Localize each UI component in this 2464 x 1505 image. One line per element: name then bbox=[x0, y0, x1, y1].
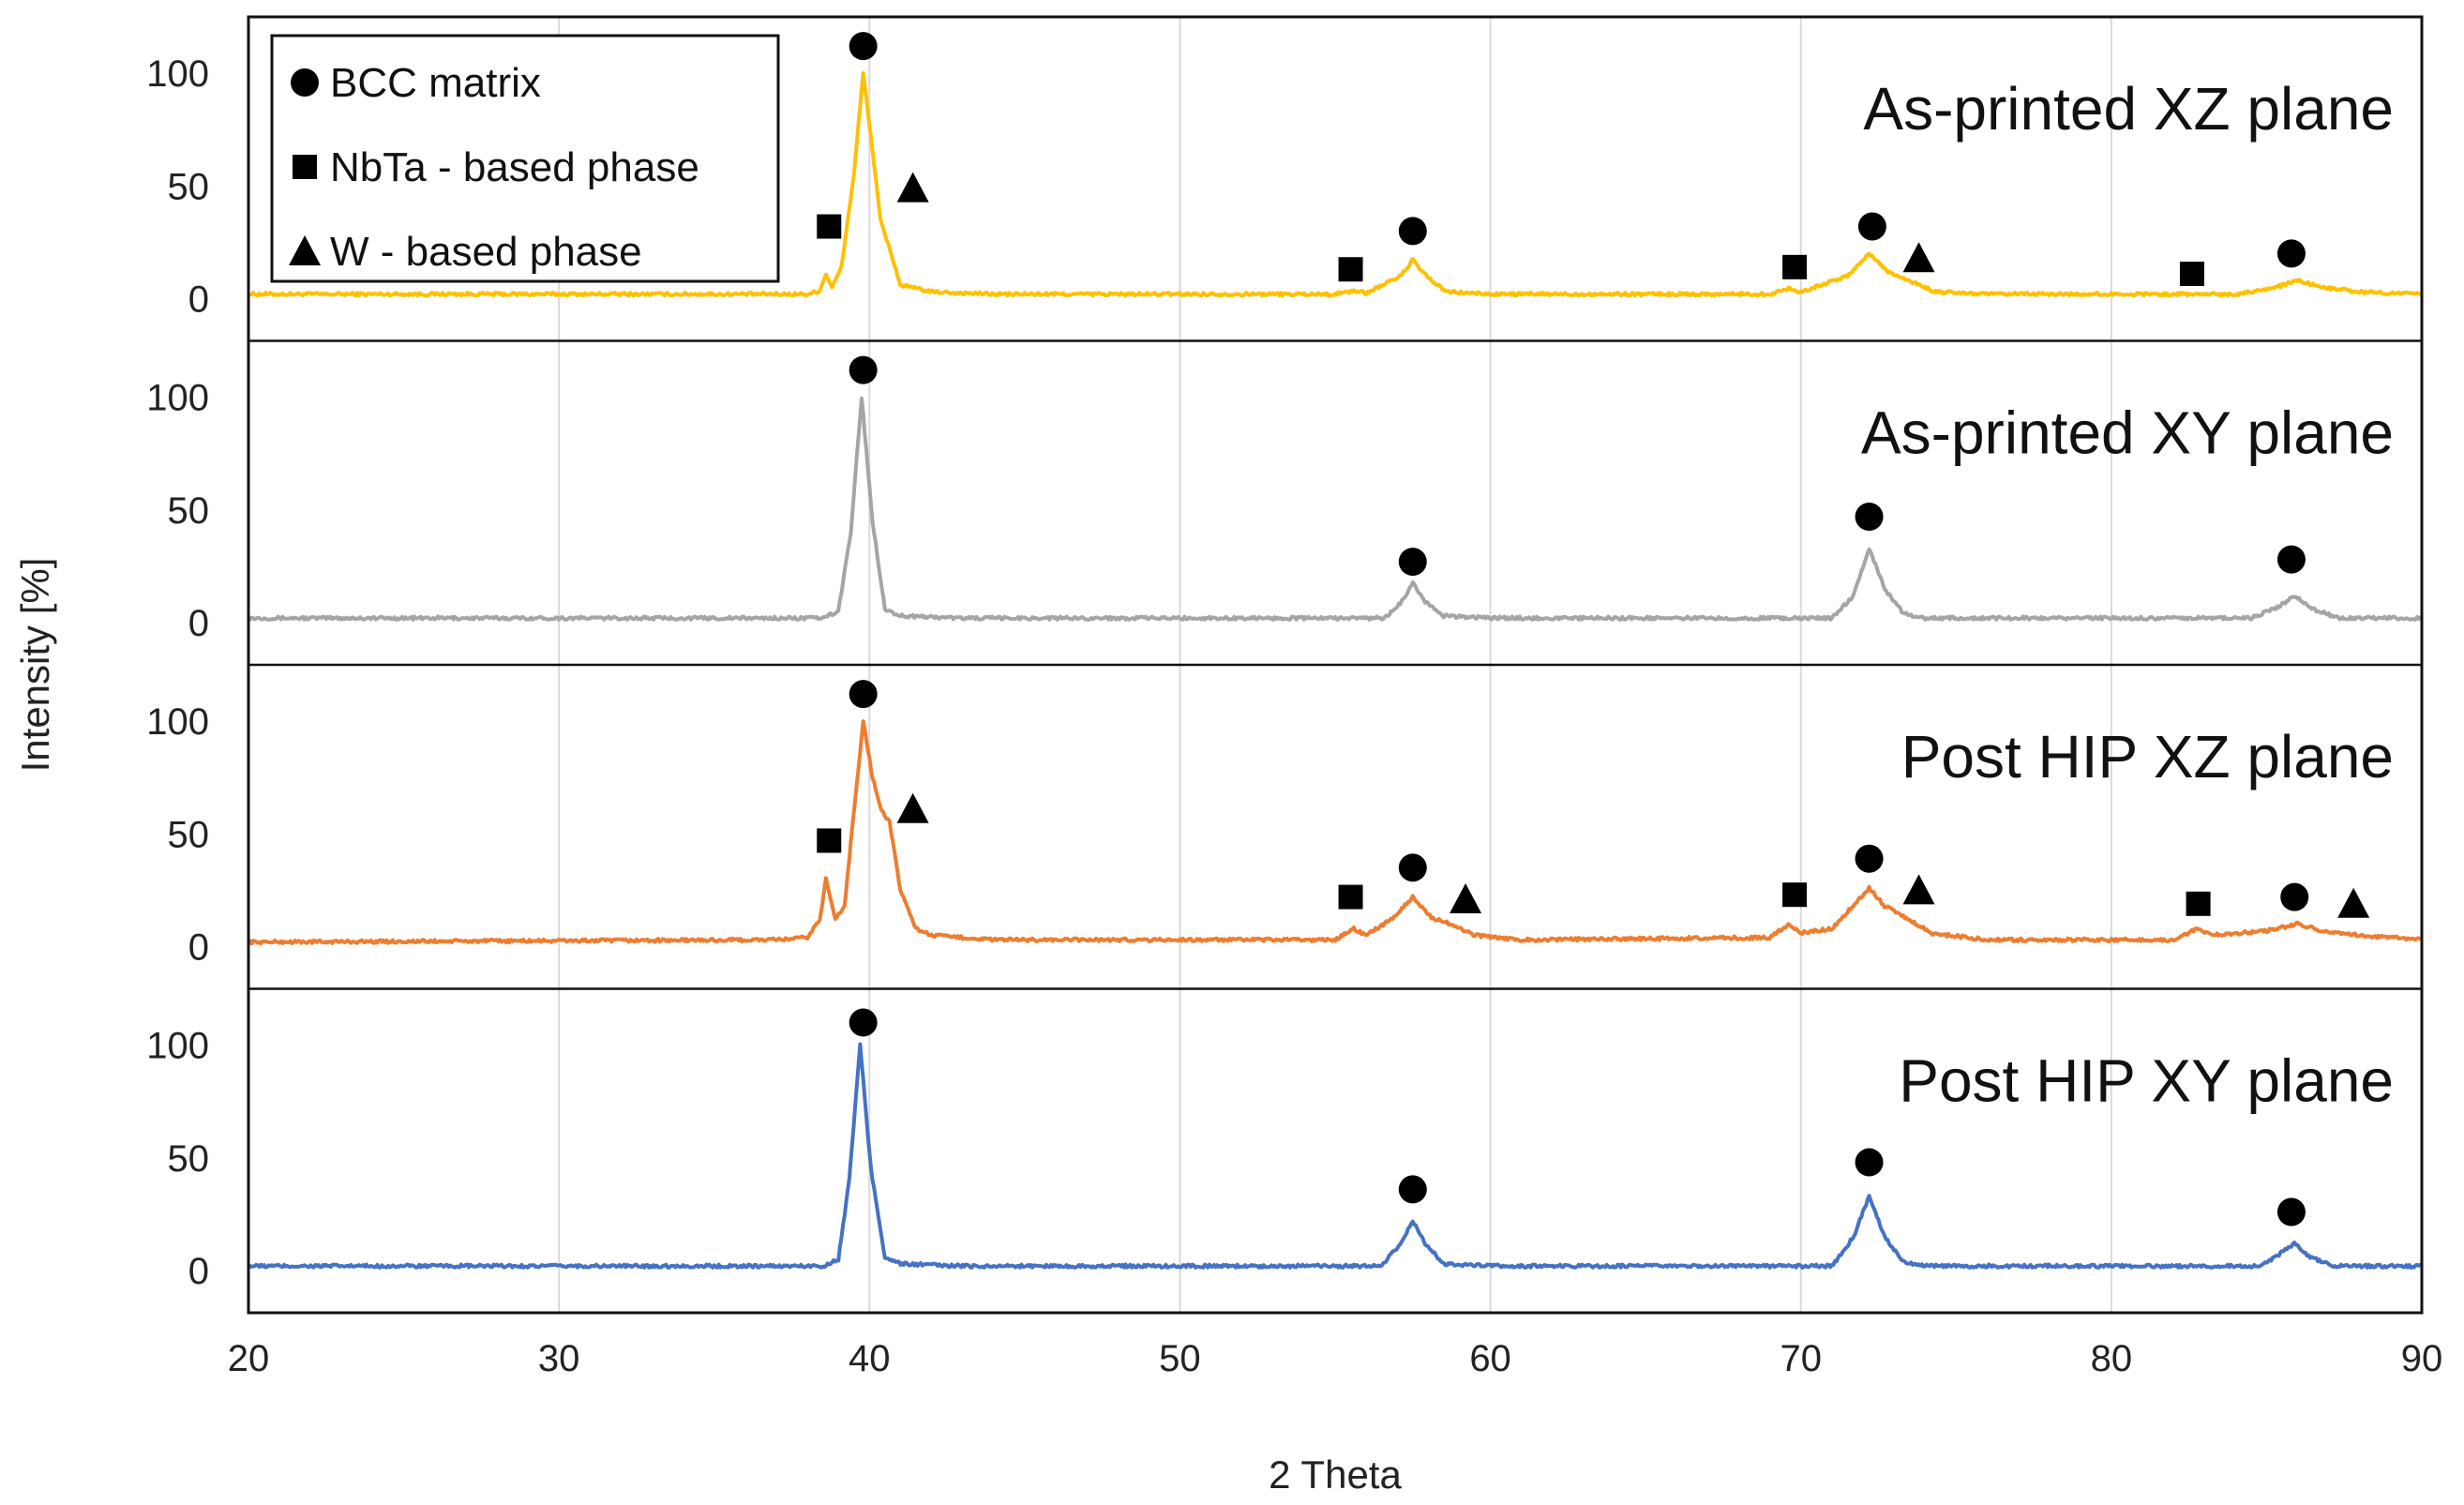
x-tick-label-80: 80 bbox=[2091, 1338, 2133, 1379]
legend-marker-circle bbox=[291, 68, 319, 97]
marker-square-3-4 bbox=[1338, 884, 1363, 910]
series-line-3 bbox=[247, 719, 2423, 946]
series-line-4 bbox=[247, 1042, 2424, 1270]
marker-circle-1-7 bbox=[1857, 212, 1886, 241]
y-tick-label-100: 100 bbox=[146, 701, 209, 743]
marker-circle-2-3 bbox=[1855, 502, 1884, 531]
marker-circle-3-8 bbox=[1855, 844, 1884, 873]
marker-square-1-2 bbox=[817, 214, 842, 239]
marker-triangle-3-3 bbox=[896, 792, 929, 823]
marker-circle-4-1 bbox=[849, 1008, 878, 1037]
panel-title-3: Post HIP XZ plane bbox=[1901, 723, 2394, 790]
y-tick-label-50: 50 bbox=[168, 490, 210, 532]
legend-item-1: BCC matrix bbox=[291, 60, 541, 106]
marker-circle-2-1 bbox=[849, 355, 878, 384]
legend-marker-triangle bbox=[289, 235, 321, 265]
legend-label-2: NbTa - based phase bbox=[330, 144, 699, 190]
marker-circle-3-1 bbox=[849, 680, 878, 709]
marker-square-3-2 bbox=[817, 828, 842, 853]
marker-circle-4-3 bbox=[1855, 1148, 1884, 1177]
panel-title-2: As-printed XY plane bbox=[1861, 399, 2394, 467]
marker-circle-1-1 bbox=[849, 32, 878, 61]
x-tick-label-60: 60 bbox=[1469, 1338, 1511, 1379]
x-tick-label-40: 40 bbox=[849, 1338, 891, 1379]
marker-square-1-4 bbox=[1338, 257, 1363, 282]
panel-2: 0 50 100 As-printed XY plane bbox=[146, 339, 2424, 644]
y-tick-label-0: 0 bbox=[188, 603, 209, 644]
marker-triangle-1-8 bbox=[1902, 242, 1935, 273]
y-tick-label-100: 100 bbox=[146, 53, 209, 95]
marker-circle-3-11 bbox=[2280, 882, 2309, 911]
x-tick-label-30: 30 bbox=[538, 1338, 580, 1379]
y-tick-label-50: 50 bbox=[168, 166, 210, 207]
y-tick-label-100: 100 bbox=[146, 378, 209, 419]
panel-title-1: As-printed XZ plane bbox=[1863, 75, 2394, 143]
marker-triangle-1-3 bbox=[896, 172, 929, 203]
y-tick-label-0: 0 bbox=[188, 927, 209, 969]
y-tick-label-50: 50 bbox=[168, 814, 210, 855]
marker-circle-4-2 bbox=[1398, 1175, 1427, 1204]
x-tick-label-90: 90 bbox=[2401, 1338, 2443, 1379]
legend-item-2: NbTa - based phase bbox=[293, 144, 699, 190]
legend-marker-square bbox=[293, 155, 317, 179]
marker-square-3-7 bbox=[1782, 882, 1808, 908]
y-tick-label-0: 0 bbox=[188, 279, 209, 321]
legend: BCC matrix NbTa - based phase W - based ph… bbox=[270, 34, 780, 283]
series-line-2 bbox=[248, 396, 2424, 622]
x-axis-title: 2 Theta bbox=[1269, 1452, 1402, 1497]
x-axis: 20 30 40 50 60 70 80 90 bbox=[228, 1338, 2443, 1379]
legend-label-1: BCC matrix bbox=[330, 60, 541, 106]
marker-circle-3-5 bbox=[1398, 853, 1427, 882]
marker-square-1-9 bbox=[2179, 262, 2204, 287]
marker-square-3-10 bbox=[2186, 891, 2211, 916]
panels: 0 50 100 As-printed XZ plane 0 50 100 As-printe… bbox=[146, 32, 2424, 1292]
legend-item-3: W - based phase bbox=[289, 229, 642, 275]
x-tick-label-20: 20 bbox=[228, 1338, 270, 1379]
panel-3: 0 50 100 Post HIP XZ plane bbox=[146, 663, 2423, 969]
marker-circle-1-5 bbox=[1398, 217, 1427, 246]
marker-triangle-3-9 bbox=[1902, 874, 1935, 905]
marker-circle-2-4 bbox=[2276, 545, 2306, 574]
series-line-1 bbox=[247, 71, 2424, 298]
y-tick-label-100: 100 bbox=[146, 1026, 209, 1067]
marker-triangle-3-12 bbox=[2337, 887, 2370, 918]
marker-square-1-6 bbox=[1782, 254, 1808, 279]
marker-circle-4-4 bbox=[2276, 1197, 2306, 1227]
panel-1: 0 50 100 As-printed XZ plane bbox=[146, 32, 2424, 321]
marker-triangle-3-6 bbox=[1450, 882, 1482, 913]
panel-4: 0 50 100 Post HIP XY plane bbox=[146, 987, 2424, 1292]
legend-label-3: W - based phase bbox=[330, 229, 642, 275]
marker-circle-1-10 bbox=[2276, 239, 2306, 268]
panel-title-4: Post HIP XY plane bbox=[1899, 1047, 2394, 1115]
x-tick-label-70: 70 bbox=[1780, 1338, 1822, 1379]
plot-frame bbox=[247, 15, 2424, 1315]
marker-circle-2-2 bbox=[1398, 548, 1427, 577]
y-tick-label-50: 50 bbox=[168, 1138, 210, 1180]
x-tick-label-50: 50 bbox=[1159, 1338, 1201, 1379]
legend-box bbox=[270, 34, 780, 283]
y-tick-label-0: 0 bbox=[188, 1251, 209, 1292]
y-axis-title: Intensity [%] bbox=[13, 558, 57, 773]
